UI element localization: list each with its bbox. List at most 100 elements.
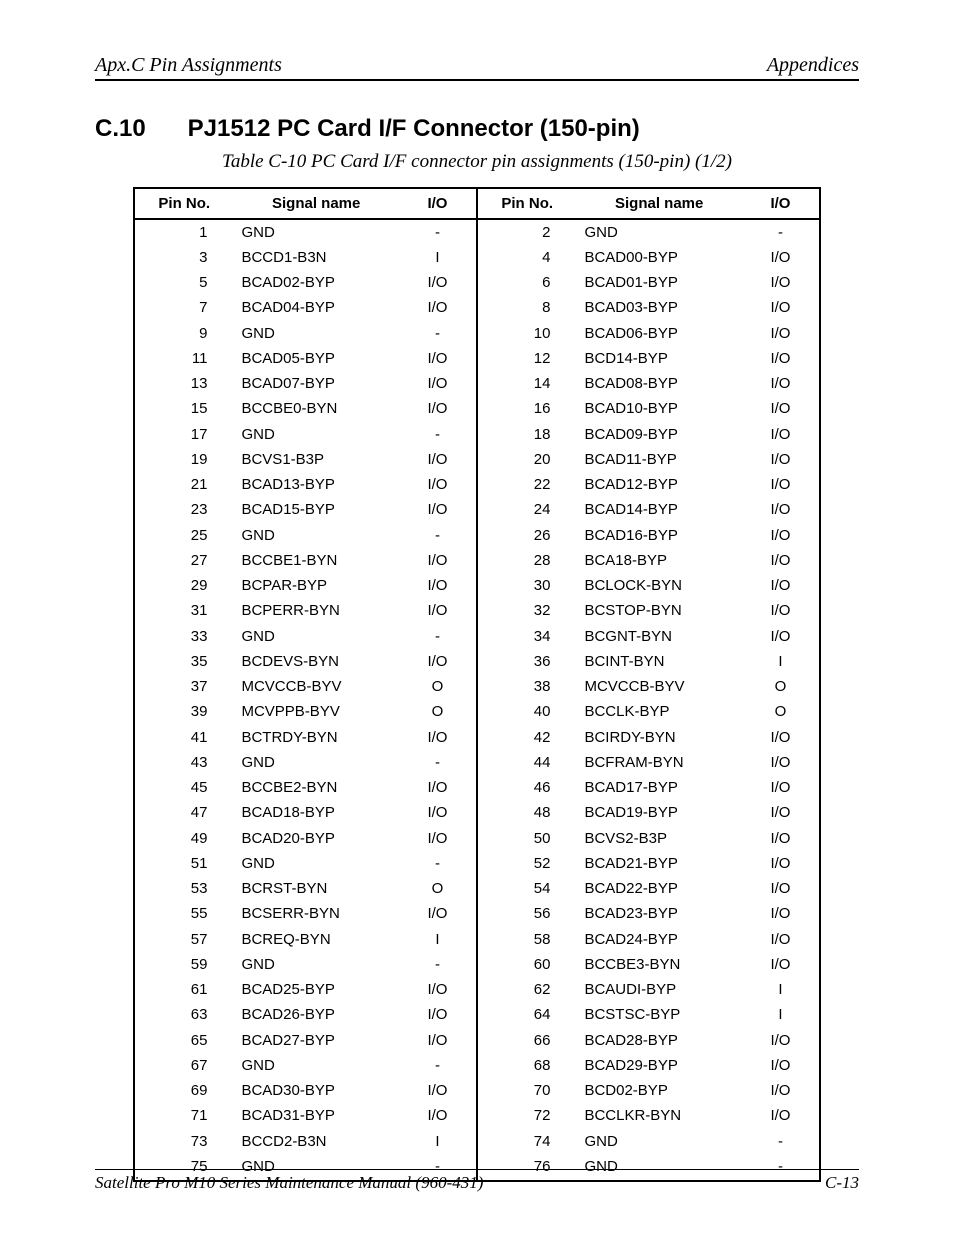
- table-cell: I/O: [742, 599, 820, 624]
- table-cell: -: [742, 1129, 820, 1154]
- table-cell: 34: [477, 624, 576, 649]
- table-cell: I/O: [742, 927, 820, 952]
- table-cell: 56: [477, 902, 576, 927]
- table-cell: 67: [134, 1053, 233, 1078]
- table-cell: 19: [134, 447, 233, 472]
- table-cell: I/O: [742, 397, 820, 422]
- table-cell: I/O: [399, 296, 477, 321]
- table-cell: 43: [134, 750, 233, 775]
- table-cell: I/O: [742, 624, 820, 649]
- table-row: 53BCRST-BYNO54BCAD22-BYPI/O: [134, 877, 820, 902]
- table-cell: BCAD14-BYP: [576, 498, 741, 523]
- table-cell: 26: [477, 523, 576, 548]
- table-cell: I: [742, 649, 820, 674]
- document-page: Apx.C Pin Assignments Appendices C.10 PJ…: [0, 0, 954, 1235]
- table-cell: 20: [477, 447, 576, 472]
- table-cell: BCAD17-BYP: [576, 776, 741, 801]
- table-cell: BCCBE3-BYN: [576, 952, 741, 977]
- table-cell: I/O: [742, 473, 820, 498]
- table-cell: 65: [134, 1028, 233, 1053]
- table-cell: I/O: [742, 548, 820, 573]
- pin-table-container: Pin No. Signal name I/O Pin No. Signal n…: [133, 187, 821, 1182]
- table-cell: 27: [134, 548, 233, 573]
- table-cell: MCVPPB-BYV: [233, 700, 398, 725]
- table-cell: 28: [477, 548, 576, 573]
- table-cell: 70: [477, 1079, 576, 1104]
- table-cell: I/O: [399, 346, 477, 371]
- table-cell: BCTRDY-BYN: [233, 725, 398, 750]
- table-cell: O: [399, 675, 477, 700]
- table-cell: I/O: [399, 1028, 477, 1053]
- table-cell: 42: [477, 725, 576, 750]
- table-cell: 48: [477, 801, 576, 826]
- table-row: 3BCCD1-B3NI4BCAD00-BYPI/O: [134, 245, 820, 270]
- table-cell: BCAD10-BYP: [576, 397, 741, 422]
- table-cell: 74: [477, 1129, 576, 1154]
- table-cell: GND: [233, 422, 398, 447]
- table-cell: 60: [477, 952, 576, 977]
- table-cell: BCAD04-BYP: [233, 296, 398, 321]
- table-cell: BCCBE0-BYN: [233, 397, 398, 422]
- table-cell: BCAD12-BYP: [576, 473, 741, 498]
- table-row: 33GND-34BCGNT-BYNI/O: [134, 624, 820, 649]
- table-cell: 1: [134, 219, 233, 245]
- table-row: 43GND-44BCFRAM-BYNI/O: [134, 750, 820, 775]
- table-cell: 31: [134, 599, 233, 624]
- table-cell: 61: [134, 978, 233, 1003]
- table-row: 13BCAD07-BYPI/O14BCAD08-BYPI/O: [134, 372, 820, 397]
- table-cell: BCAD07-BYP: [233, 372, 398, 397]
- table-cell: 29: [134, 574, 233, 599]
- table-row: 61BCAD25-BYPI/O62BCAUDI-BYPI: [134, 978, 820, 1003]
- table-cell: 54: [477, 877, 576, 902]
- table-cell: BCAD25-BYP: [233, 978, 398, 1003]
- table-cell: BCAD08-BYP: [576, 372, 741, 397]
- table-cell: I/O: [742, 750, 820, 775]
- table-row: 7BCAD04-BYPI/O8BCAD03-BYPI/O: [134, 296, 820, 321]
- table-cell: I/O: [399, 826, 477, 851]
- table-cell: BCDEVS-BYN: [233, 649, 398, 674]
- table-row: 23BCAD15-BYPI/O24BCAD14-BYPI/O: [134, 498, 820, 523]
- table-cell: BCD02-BYP: [576, 1079, 741, 1104]
- table-cell: BCSERR-BYN: [233, 902, 398, 927]
- table-cell: I: [742, 978, 820, 1003]
- table-header-row: Pin No. Signal name I/O Pin No. Signal n…: [134, 188, 820, 219]
- table-cell: 35: [134, 649, 233, 674]
- table-cell: 14: [477, 372, 576, 397]
- table-cell: I/O: [742, 952, 820, 977]
- table-cell: I/O: [742, 498, 820, 523]
- table-cell: BCCLK-BYP: [576, 700, 741, 725]
- table-cell: 11: [134, 346, 233, 371]
- table-cell: I: [399, 1129, 477, 1154]
- table-row: 57BCREQ-BYNI58BCAD24-BYPI/O: [134, 927, 820, 952]
- table-cell: I: [399, 927, 477, 952]
- table-cell: 49: [134, 826, 233, 851]
- table-cell: I/O: [742, 877, 820, 902]
- table-cell: 69: [134, 1079, 233, 1104]
- table-cell: 64: [477, 1003, 576, 1028]
- table-cell: GND: [576, 1129, 741, 1154]
- table-cell: I/O: [399, 902, 477, 927]
- table-cell: 36: [477, 649, 576, 674]
- table-cell: BCVS1-B3P: [233, 447, 398, 472]
- table-cell: 38: [477, 675, 576, 700]
- table-cell: BCAD28-BYP: [576, 1028, 741, 1053]
- table-row: 65BCAD27-BYPI/O66BCAD28-BYPI/O: [134, 1028, 820, 1053]
- header-left: Apx.C Pin Assignments: [95, 54, 282, 77]
- table-body: 1GND-2GND-3BCCD1-B3NI4BCAD00-BYPI/O5BCAD…: [134, 219, 820, 1181]
- table-row: 31BCPERR-BYNI/O32BCSTOP-BYNI/O: [134, 599, 820, 624]
- table-cell: 62: [477, 978, 576, 1003]
- table-row: 11BCAD05-BYPI/O12BCD14-BYPI/O: [134, 346, 820, 371]
- table-cell: -: [399, 422, 477, 447]
- table-row: 73BCCD2-B3NI74GND-: [134, 1129, 820, 1154]
- table-row: 21BCAD13-BYPI/O22BCAD12-BYPI/O: [134, 473, 820, 498]
- table-cell: BCIRDY-BYN: [576, 725, 741, 750]
- footer-right: C-13: [825, 1173, 859, 1193]
- table-row: 27BCCBE1-BYNI/O28BCA18-BYPI/O: [134, 548, 820, 573]
- table-cell: I/O: [742, 826, 820, 851]
- table-cell: GND: [233, 523, 398, 548]
- table-cell: I/O: [742, 574, 820, 599]
- table-cell: 2: [477, 219, 576, 245]
- table-cell: 30: [477, 574, 576, 599]
- section-heading: C.10 PJ1512 PC Card I/F Connector (150-p…: [95, 115, 859, 143]
- table-row: 37MCVCCB-BYVO38MCVCCB-BYVO: [134, 675, 820, 700]
